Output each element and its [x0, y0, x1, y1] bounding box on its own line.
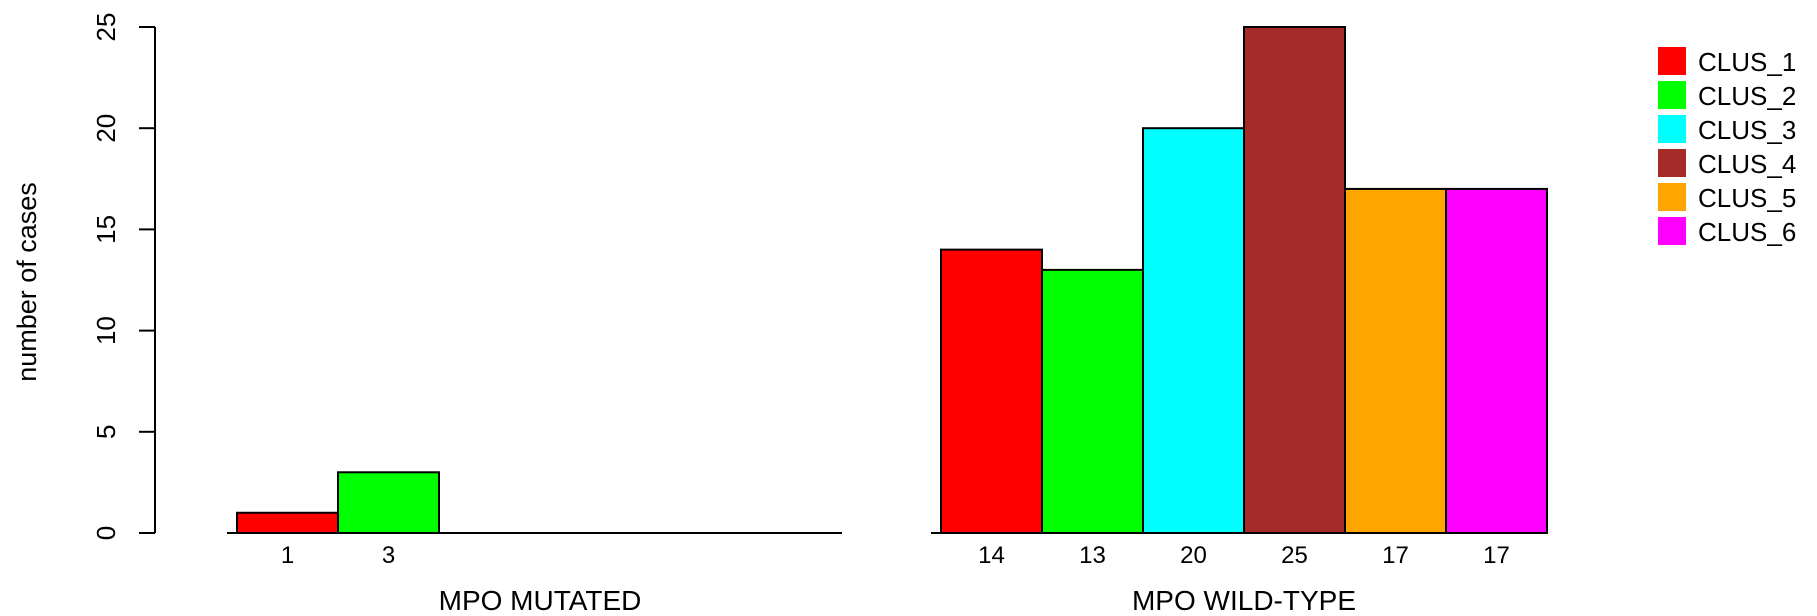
group-label: MPO WILD-TYPE — [1132, 585, 1356, 616]
y-axis-label: number of cases — [12, 182, 42, 382]
bar — [1142, 127, 1245, 534]
bar-value-label: 13 — [1079, 542, 1106, 569]
legend-swatch — [1658, 217, 1686, 245]
legend-item: CLUS_2 — [1658, 81, 1796, 111]
bar — [1243, 26, 1346, 534]
bar — [1445, 187, 1548, 534]
bar — [1344, 187, 1447, 534]
group-label: MPO MUTATED — [439, 585, 642, 616]
bar — [1041, 268, 1144, 534]
legend-swatch — [1658, 115, 1686, 143]
bar-group: 14 13 20 25 17 17 MPO WILD-TYPE — [931, 26, 1548, 616]
y-tick-label: 25 — [91, 13, 121, 42]
bar-group: 1 3 MPO MUTATED — [227, 471, 842, 616]
bar-value-label: 25 — [1281, 542, 1308, 569]
legend-item: CLUS_6 — [1658, 217, 1796, 247]
bar-value-label: 17 — [1483, 542, 1510, 569]
legend-label: CLUS_3 — [1698, 115, 1796, 145]
y-axis: 0 5 10 15 20 25 — [91, 13, 156, 540]
legend-swatch — [1658, 183, 1686, 211]
y-tick-label: 10 — [91, 316, 121, 345]
bar — [337, 471, 440, 534]
bar-value-label: 3 — [382, 542, 395, 569]
legend-item: CLUS_1 — [1658, 47, 1796, 77]
y-tick-label: 0 — [91, 526, 121, 540]
legend-label: CLUS_4 — [1698, 149, 1796, 179]
bar-value-label: 14 — [978, 542, 1005, 569]
y-tick-label: 5 — [91, 425, 121, 439]
bar-value-label: 1 — [281, 542, 294, 569]
y-tick-label: 15 — [91, 215, 121, 244]
legend-label: CLUS_2 — [1698, 81, 1796, 111]
legend-label: CLUS_1 — [1698, 47, 1796, 77]
bar-value-label: 17 — [1382, 542, 1409, 569]
legend-item: CLUS_3 — [1658, 115, 1796, 145]
legend-swatch — [1658, 47, 1686, 75]
legend-label: CLUS_6 — [1698, 217, 1796, 247]
y-tick-label: 20 — [91, 114, 121, 143]
legend-item: CLUS_5 — [1658, 183, 1796, 213]
legend: CLUS_1 CLUS_2 CLUS_3 CLUS_4 CLUS_5 CLUS_6 — [1658, 47, 1796, 247]
legend-label: CLUS_5 — [1698, 183, 1796, 213]
legend-swatch — [1658, 149, 1686, 177]
bar — [236, 511, 339, 535]
legend-item: CLUS_4 — [1658, 149, 1796, 179]
legend-swatch — [1658, 81, 1686, 109]
bar — [940, 248, 1043, 534]
bar-value-label: 20 — [1180, 542, 1207, 569]
